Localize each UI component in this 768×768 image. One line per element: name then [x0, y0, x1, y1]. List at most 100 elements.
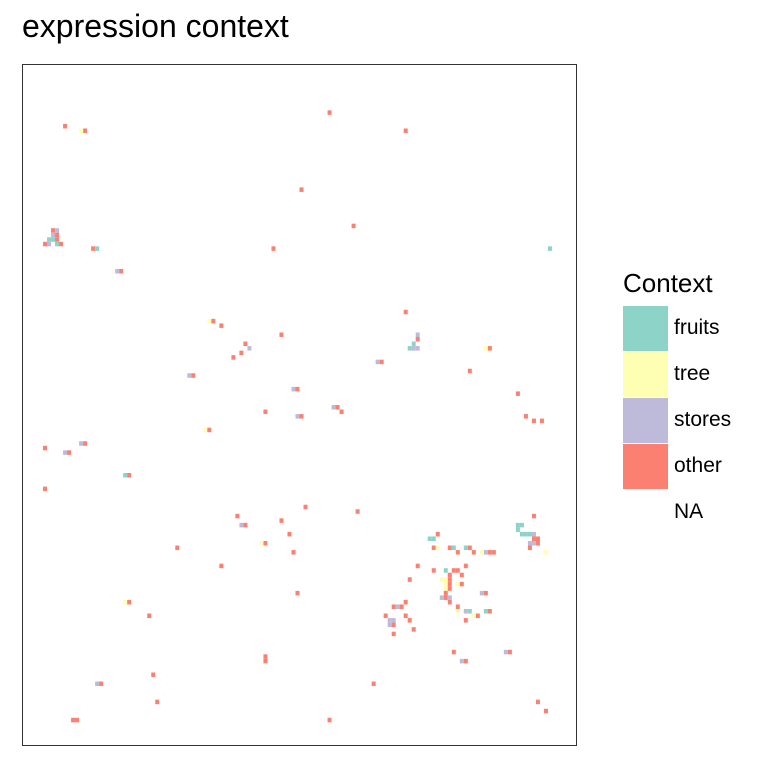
heatmap-cell-tree: [543, 550, 548, 555]
heatmap-cell-other: [191, 373, 196, 378]
heatmap-cell-tree: [79, 128, 84, 133]
heatmap-cell-tree: [123, 599, 128, 605]
heatmap-cell-other: [287, 531, 292, 537]
heatmap-cell-stores: [331, 405, 336, 410]
heatmap-cell-stores: [447, 595, 452, 600]
heatmap-cell-stores: [411, 346, 416, 351]
heatmap-cell-other: [515, 391, 520, 396]
heatmap-cell-other: [487, 346, 492, 351]
heatmap-cell-other: [455, 604, 460, 609]
legend-item-fruits: fruits: [623, 305, 731, 351]
heatmap-cell-fruits: [411, 341, 416, 347]
heatmap-cell-other: [243, 522, 248, 528]
heatmap-cell-other: [71, 717, 76, 723]
heatmap-cell-other: [411, 627, 416, 632]
heatmap-cell-other: [527, 545, 532, 551]
heatmap-cell-fruits: [95, 246, 100, 251]
heatmap-cell-other: [543, 708, 548, 714]
heatmap-cell-stores: [415, 332, 420, 337]
heatmap-cell-fruits: [467, 609, 472, 614]
heatmap-cell-other: [403, 599, 408, 605]
heatmap-cell-stores: [387, 622, 392, 628]
heatmap-cell-other: [231, 355, 236, 360]
heatmap-cell-other: [539, 418, 544, 424]
heatmap-cell-other: [327, 717, 332, 723]
heatmap-cell-other: [63, 123, 68, 129]
heatmap-cell-other: [391, 622, 396, 628]
heatmap-cell-stores: [187, 373, 192, 378]
heatmap-cell-tree: [443, 586, 448, 591]
heatmap-cell-other: [431, 545, 436, 551]
heatmap-cells: [43, 110, 552, 723]
heatmap-cell-tree: [483, 346, 488, 351]
heatmap-cell-fruits: [519, 522, 524, 528]
heatmap-cell-other: [475, 613, 480, 619]
heatmap-cell-stores: [531, 531, 536, 537]
heatmap-cell-other: [351, 223, 356, 229]
heatmap-cell-other: [263, 541, 268, 546]
heatmap-cell-other: [447, 581, 452, 587]
heatmap-cell-other: [459, 581, 464, 587]
heatmap-cell-other: [487, 609, 492, 614]
heatmap-cell-other: [455, 550, 460, 555]
heatmap-cell-other: [339, 409, 344, 415]
heatmap-cell-other: [207, 427, 212, 433]
legend: Context fruits tree stores other NA: [623, 268, 731, 535]
heatmap-cell-other: [271, 246, 276, 251]
heatmap-cell-stores: [115, 269, 120, 274]
heatmap-cell-stores: [47, 241, 52, 247]
heatmap-cell-other: [535, 541, 540, 546]
heatmap-cell-tree: [439, 577, 444, 582]
heatmap-cell-stores: [295, 414, 300, 419]
heatmap-cell-other: [91, 246, 96, 251]
heatmap-cell-other: [263, 654, 268, 659]
heatmap-cell-other: [127, 473, 132, 478]
heatmap-cell-fruits: [483, 609, 488, 614]
legend-swatch: [623, 397, 668, 443]
heatmap-cell-other: [55, 232, 60, 238]
heatmap-cell-other: [59, 241, 64, 247]
heatmap-cell-tree: [259, 541, 264, 546]
heatmap-cell-other: [455, 568, 460, 573]
heatmap-cell-fruits: [407, 346, 412, 351]
heatmap-cell-stores: [391, 618, 396, 623]
legend-swatch: [623, 351, 668, 397]
heatmap-cell-other: [155, 699, 160, 705]
heatmap-cell-other: [303, 504, 308, 510]
heatmap-cell-stores: [531, 541, 536, 546]
heatmap-cell-other: [335, 405, 340, 410]
heatmap-cell-stores: [483, 550, 488, 555]
heatmap-cell-other: [355, 509, 360, 514]
heatmap-cell-other: [263, 409, 268, 415]
legend-swatch: [623, 443, 668, 489]
legend-label: fruits: [674, 316, 720, 339]
legend-swatch: [623, 489, 668, 535]
heatmap-cell-fruits: [123, 473, 128, 478]
heatmap-cell-other: [487, 550, 492, 555]
heatmap-cell-fruits: [523, 531, 528, 537]
heatmap-cell-other: [415, 337, 420, 342]
heatmap-cell-fruits: [55, 241, 60, 247]
heatmap-cell-fruits: [47, 237, 52, 242]
heatmap-cell-other: [451, 568, 456, 573]
heatmap-cell-other: [523, 414, 528, 419]
heatmap-cell-fruits: [451, 545, 456, 551]
heatmap-cell-fruits: [51, 237, 56, 242]
heatmap-cell-stores: [479, 590, 484, 596]
heatmap-cell-other: [263, 658, 268, 664]
heatmap-cell-stores: [395, 604, 400, 609]
heatmap-cell-stores: [503, 649, 508, 655]
heatmap-cell-other: [531, 418, 536, 424]
chart-title: expression context: [22, 8, 289, 44]
heatmap-cell-other: [83, 128, 88, 133]
legend-label: tree: [674, 362, 711, 385]
heatmap-cell-other: [43, 486, 48, 492]
heatmap-cell-stores: [375, 359, 380, 365]
heatmap-cell-tree: [203, 427, 208, 433]
legend-title: Context: [623, 268, 713, 298]
heatmap-cell-other: [127, 599, 132, 605]
heatmap-cell-stores: [63, 450, 68, 455]
heatmap-cell-other: [463, 563, 468, 569]
heatmap-cell-other: [211, 318, 216, 324]
